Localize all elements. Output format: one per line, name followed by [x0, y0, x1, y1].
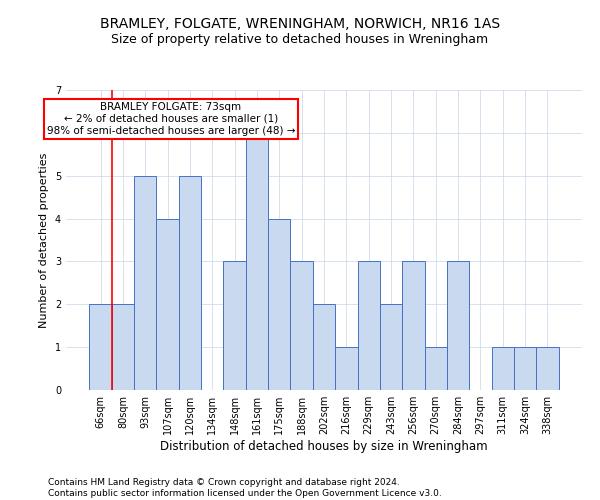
Bar — [313, 304, 335, 390]
Bar — [290, 262, 313, 390]
Bar — [335, 347, 358, 390]
Bar — [425, 347, 447, 390]
Bar — [402, 262, 425, 390]
Bar — [157, 218, 179, 390]
Text: Contains HM Land Registry data © Crown copyright and database right 2024.
Contai: Contains HM Land Registry data © Crown c… — [48, 478, 442, 498]
Bar — [536, 347, 559, 390]
Bar — [223, 262, 246, 390]
Bar — [268, 218, 290, 390]
Text: BRAMLEY, FOLGATE, WRENINGHAM, NORWICH, NR16 1AS: BRAMLEY, FOLGATE, WRENINGHAM, NORWICH, N… — [100, 18, 500, 32]
Text: BRAMLEY FOLGATE: 73sqm
← 2% of detached houses are smaller (1)
98% of semi-detac: BRAMLEY FOLGATE: 73sqm ← 2% of detached … — [47, 102, 295, 136]
Bar — [358, 262, 380, 390]
Bar — [380, 304, 402, 390]
Bar — [447, 262, 469, 390]
Bar — [112, 304, 134, 390]
Y-axis label: Number of detached properties: Number of detached properties — [40, 152, 49, 328]
Bar — [179, 176, 201, 390]
Bar — [246, 133, 268, 390]
Bar — [134, 176, 157, 390]
X-axis label: Distribution of detached houses by size in Wreningham: Distribution of detached houses by size … — [160, 440, 488, 453]
Text: Size of property relative to detached houses in Wreningham: Size of property relative to detached ho… — [112, 32, 488, 46]
Bar — [491, 347, 514, 390]
Bar — [514, 347, 536, 390]
Bar — [89, 304, 112, 390]
